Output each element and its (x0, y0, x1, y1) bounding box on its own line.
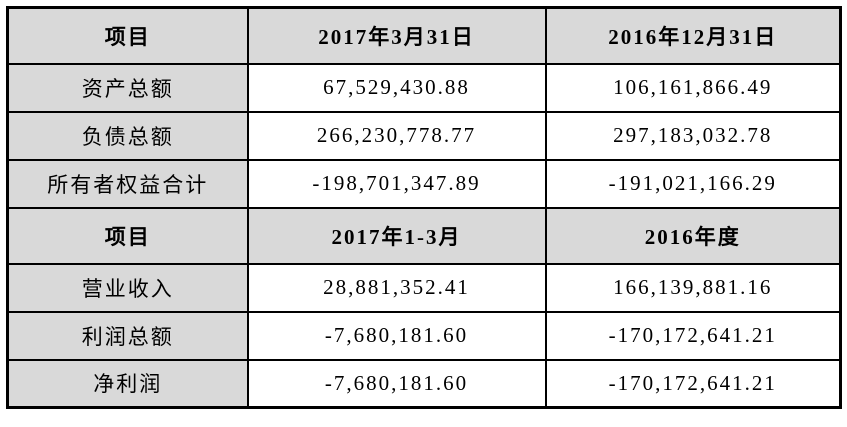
income-header-period-current: 2017年1-3月 (246, 206, 547, 265)
value-total-assets-current: 67,529,430.88 (246, 62, 547, 113)
financial-summary-table: 项目 2017年3月31日 2016年12月31日 资产总额 67,529,43… (6, 6, 842, 409)
income-header-period-prior: 2016年度 (544, 206, 842, 265)
row-label-total-assets: 资产总额 (6, 62, 249, 113)
table-row-total-profit: 利润总额 -7,680,181.60 -170,172,641.21 (6, 310, 842, 361)
value-total-profit-prior: -170,172,641.21 (544, 310, 842, 361)
value-total-liabilities-prior: 297,183,032.78 (544, 110, 842, 161)
row-label-total-profit: 利润总额 (6, 310, 249, 361)
balance-header-period-prior: 2016年12月31日 (544, 6, 842, 65)
value-operating-revenue-current: 28,881,352.41 (246, 262, 547, 313)
table-row-total-liabilities: 负债总额 266,230,778.77 297,183,032.78 (6, 110, 842, 161)
value-total-assets-prior: 106,161,866.49 (544, 62, 842, 113)
table-row-net-profit: 净利润 -7,680,181.60 -170,172,641.21 (6, 358, 842, 409)
value-net-profit-prior: -170,172,641.21 (544, 358, 842, 409)
balance-header-row: 项目 2017年3月31日 2016年12月31日 (6, 6, 842, 65)
value-total-profit-current: -7,680,181.60 (246, 310, 547, 361)
value-owners-equity-current: -198,701,347.89 (246, 158, 547, 209)
income-header-item: 项目 (6, 206, 249, 265)
value-owners-equity-prior: -191,021,166.29 (544, 158, 842, 209)
value-total-liabilities-current: 266,230,778.77 (246, 110, 547, 161)
row-label-total-liabilities: 负债总额 (6, 110, 249, 161)
table-row-total-assets: 资产总额 67,529,430.88 106,161,866.49 (6, 62, 842, 113)
balance-header-period-current: 2017年3月31日 (246, 6, 547, 65)
row-label-net-profit: 净利润 (6, 358, 249, 409)
value-operating-revenue-prior: 166,139,881.16 (544, 262, 842, 313)
income-header-row: 项目 2017年1-3月 2016年度 (6, 206, 842, 265)
row-label-owners-equity: 所有者权益合计 (6, 158, 249, 209)
table-row-operating-revenue: 营业收入 28,881,352.41 166,139,881.16 (6, 262, 842, 313)
value-net-profit-current: -7,680,181.60 (246, 358, 547, 409)
row-label-operating-revenue: 营业收入 (6, 262, 249, 313)
balance-header-item: 项目 (6, 6, 249, 65)
table-row-owners-equity: 所有者权益合计 -198,701,347.89 -191,021,166.29 (6, 158, 842, 209)
